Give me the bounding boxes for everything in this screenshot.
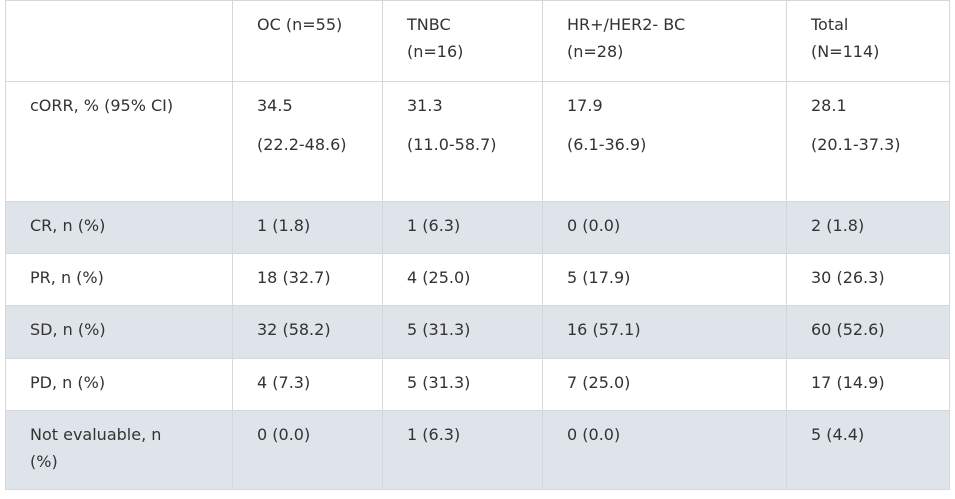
cell-text: HR+/HER2- BC [567, 15, 686, 34]
cell-text: 5 (17.9) [567, 268, 631, 287]
table-cell: 16 (57.1) [542, 305, 787, 359]
cell-text: 32 (58.2) [257, 320, 331, 339]
table-row: cORR, % (95% CI) 34.5 (22.2-48.6) 31.3 (11.0… [5, 81, 950, 202]
cell-text: 30 (26.3) [811, 268, 885, 287]
table-cell: 17 (14.9) [786, 358, 950, 411]
cell-text: PR, n (%) [30, 268, 104, 287]
table-cell: 5 (17.9) [542, 253, 787, 306]
cell-text: 4 (7.3) [257, 373, 311, 392]
cell-text: SD, n (%) [30, 320, 106, 339]
cell-text: 7 (25.0) [567, 373, 631, 392]
table-cell: 5 (4.4) [786, 410, 950, 490]
table-cell: 4 (25.0) [382, 253, 543, 306]
table-cell: 31.3 (11.0-58.7) [382, 81, 543, 202]
table-cell: 5 (31.3) [382, 358, 543, 411]
table-cell: 0 (0.0) [542, 201, 787, 254]
cell-text: 0 (0.0) [567, 425, 621, 444]
cell-text: 5 (31.3) [407, 373, 471, 392]
cell-text: (20.1-37.3) [811, 135, 901, 154]
results-table: OC (n=55) TNBC (n=16) HR+/HER2- BC (n=28) Tot… [5, 0, 950, 490]
cell-text: (N=114) [811, 42, 880, 61]
cell-text: (n=16) [407, 42, 464, 61]
table-cell: OC (n=55) [232, 0, 383, 82]
table-row: Not evaluable, n (%) 0 (0.0) 1 (6.3) 0 (0.0)… [5, 410, 950, 490]
cell-text: 1 (6.3) [407, 425, 461, 444]
table-cell: CR, n (%) [5, 201, 233, 254]
cell-text: (6.1-36.9) [567, 135, 647, 154]
table-cell: 1 (6.3) [382, 410, 543, 490]
table-cell: 7 (25.0) [542, 358, 787, 411]
cell-text: 18 (32.7) [257, 268, 331, 287]
table-cell: 2 (1.8) [786, 201, 950, 254]
cell-text: (11.0-58.7) [407, 135, 497, 154]
table-cell: 32 (58.2) [232, 305, 383, 359]
cell-text: 4 (25.0) [407, 268, 471, 287]
cell-text: 28.1 [811, 96, 847, 115]
table-cell: 30 (26.3) [786, 253, 950, 306]
table-cell: 60 (52.6) [786, 305, 950, 359]
table-cell: 0 (0.0) [232, 410, 383, 490]
table-cell: 17.9 (6.1-36.9) [542, 81, 787, 202]
cell-text: 0 (0.0) [257, 425, 311, 444]
cell-text: Not evaluable, n [30, 425, 162, 444]
cell-text: (22.2-48.6) [257, 135, 347, 154]
cell-text: Total [811, 15, 849, 34]
cell-text: 31.3 [407, 96, 443, 115]
table-row: CR, n (%) 1 (1.8) 1 (6.3) 0 (0.0) 2 (1.8) [5, 201, 950, 254]
cell-text: 0 (0.0) [567, 216, 621, 235]
table-row: SD, n (%) 32 (58.2) 5 (31.3) 16 (57.1) 60 (5… [5, 305, 950, 359]
cell-text: 17.9 [567, 96, 603, 115]
table-cell: PD, n (%) [5, 358, 233, 411]
table-cell: 34.5 (22.2-48.6) [232, 81, 383, 202]
table-cell: SD, n (%) [5, 305, 233, 359]
table-cell: 1 (6.3) [382, 201, 543, 254]
cell-text: 1 (6.3) [407, 216, 461, 235]
table-cell: Total (N=114) [786, 0, 950, 82]
table-cell: 0 (0.0) [542, 410, 787, 490]
cell-text: 60 (52.6) [811, 320, 885, 339]
cell-text: 2 (1.8) [811, 216, 865, 235]
table-cell: Not evaluable, n (%) [5, 410, 233, 490]
cell-text: 5 (4.4) [811, 425, 865, 444]
table-row: PD, n (%) 4 (7.3) 5 (31.3) 7 (25.0) 17 (14.9… [5, 358, 950, 411]
cell-text: 17 (14.9) [811, 373, 885, 392]
cell-text: cORR, % (95% CI) [30, 96, 174, 115]
cell-text: 34.5 [257, 96, 293, 115]
cell-text: (n=28) [567, 42, 624, 61]
cell-text: (%) [30, 452, 58, 471]
cell-text: PD, n (%) [30, 373, 106, 392]
table-cell: PR, n (%) [5, 253, 233, 306]
table-cell: TNBC (n=16) [382, 0, 543, 82]
cell-text: 5 (31.3) [407, 320, 471, 339]
cell-text: TNBC [407, 15, 451, 34]
table-row: OC (n=55) TNBC (n=16) HR+/HER2- BC (n=28) Tot… [5, 0, 950, 82]
cell-text: OC (n=55) [257, 15, 343, 34]
table-cell: 5 (31.3) [382, 305, 543, 359]
table-cell [5, 0, 233, 82]
table-cell: HR+/HER2- BC (n=28) [542, 0, 787, 82]
table-row: PR, n (%) 18 (32.7) 4 (25.0) 5 (17.9) 30 (26… [5, 253, 950, 306]
table-cell: 18 (32.7) [232, 253, 383, 306]
cell-text: CR, n (%) [30, 216, 106, 235]
table-cell: 1 (1.8) [232, 201, 383, 254]
cell-text: 16 (57.1) [567, 320, 641, 339]
table-cell: 28.1 (20.1-37.3) [786, 81, 950, 202]
table-cell: 4 (7.3) [232, 358, 383, 411]
table-cell: cORR, % (95% CI) [5, 81, 233, 202]
cell-text: 1 (1.8) [257, 216, 311, 235]
